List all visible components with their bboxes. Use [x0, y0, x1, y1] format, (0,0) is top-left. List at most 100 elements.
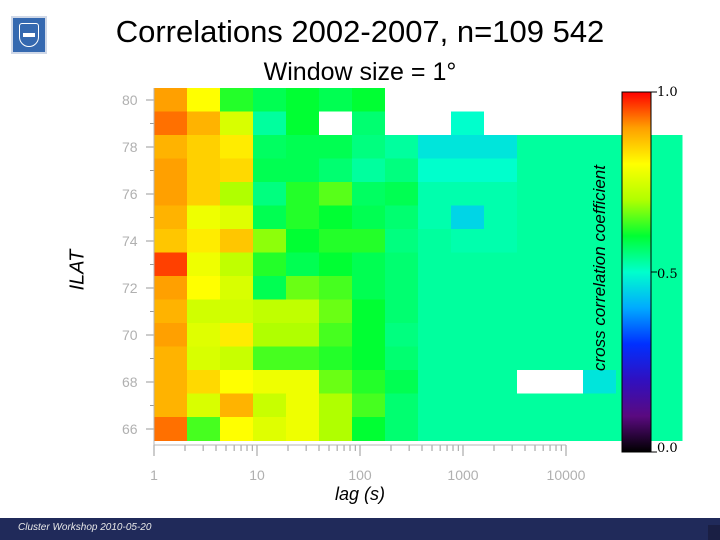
heatmap-cell [484, 229, 518, 253]
heatmap-cell [352, 299, 386, 324]
heatmap-cell [385, 370, 419, 394]
heatmap-cell [418, 346, 452, 371]
heatmap-cell [187, 229, 221, 253]
x-axis-label: lag (s) [334, 484, 386, 504]
heatmap-cell [583, 393, 617, 418]
heatmap-cell [286, 323, 320, 347]
heatmap-cell [385, 111, 419, 136]
heatmap-cell [253, 135, 287, 159]
heatmap-cell [352, 370, 386, 394]
heatmap-cell [550, 370, 584, 394]
heatmap-cell [220, 229, 254, 253]
heatmap-cell [187, 417, 221, 441]
heatmap-cell [451, 323, 485, 347]
heatmap-cell [583, 323, 617, 347]
heatmap-cell [220, 417, 254, 441]
heatmap-cells [154, 88, 683, 441]
heatmap-cell [385, 182, 419, 206]
heatmap-cell [286, 182, 320, 206]
heatmap-cell [253, 346, 287, 371]
heatmap-cell [583, 299, 617, 324]
heatmap-cell [649, 370, 683, 394]
heatmap-cell [187, 276, 221, 300]
heatmap-cell [484, 393, 518, 418]
heatmap-cell [418, 135, 452, 159]
heatmap-cell [352, 111, 386, 136]
heatmap-cell [253, 393, 287, 418]
heatmap-cell [583, 417, 617, 441]
colorbar-tick-label: 0.5 [657, 267, 678, 282]
heatmap-cell [550, 417, 584, 441]
heatmap-cell [319, 299, 353, 324]
heatmap-cell [187, 346, 221, 371]
footer-bar: Cluster Workshop 2010-05-20 [0, 518, 720, 540]
heatmap-cell [154, 135, 188, 159]
heatmap-cell [649, 135, 683, 159]
heatmap-cell [517, 276, 551, 300]
heatmap-cell [550, 252, 584, 277]
y-axis-label: ILAT [66, 249, 89, 291]
heatmap-cell [220, 135, 254, 159]
heatmap-cell [385, 346, 419, 371]
heatmap-cell [253, 182, 287, 206]
heatmap-cell [451, 299, 485, 324]
heatmap-cell [649, 393, 683, 418]
heatmap-cell [418, 229, 452, 253]
heatmap-cell [385, 205, 419, 230]
heatmap-cell [253, 276, 287, 300]
chart-axes: 66 68 70 72 74 76 78 80 1 10 100 1000 10000 [122, 88, 586, 483]
heatmap-cell [550, 323, 584, 347]
heatmap-cell [451, 370, 485, 394]
heatmap-cell [385, 393, 419, 418]
heatmap-cell [253, 417, 287, 441]
heatmap-cell [319, 393, 353, 418]
heatmap-cell [253, 158, 287, 183]
heatmap-cell [649, 205, 683, 230]
heatmap-cell [517, 205, 551, 230]
heatmap-cell [220, 276, 254, 300]
heatmap-cell [286, 111, 320, 136]
heatmap-cell [649, 158, 683, 183]
heatmap-cell [550, 393, 584, 418]
heatmap-cell [583, 205, 617, 230]
y-tick-label: 72 [122, 280, 138, 296]
heatmap-cell [253, 370, 287, 394]
colorbar-ticks: 1.0 0.5 0.0 [651, 85, 678, 456]
heatmap-cell [649, 229, 683, 253]
heatmap-cell [583, 346, 617, 371]
heatmap-cell [286, 393, 320, 418]
heatmap-cell [517, 158, 551, 183]
heatmap-cell [352, 158, 386, 183]
heatmap-cell [319, 370, 353, 394]
heatmap-cell [649, 111, 683, 136]
heatmap-cell [550, 205, 584, 230]
heatmap-cell [220, 323, 254, 347]
heatmap-cell [583, 229, 617, 253]
heatmap-cell [517, 370, 551, 394]
heatmap-cell [385, 417, 419, 441]
heatmap-cell [319, 111, 353, 136]
y-tick-label: 74 [122, 233, 138, 249]
footer-text: Cluster Workshop 2010-05-20 [18, 522, 152, 533]
heatmap-cell [154, 88, 188, 112]
heatmap-cell [583, 276, 617, 300]
y-tick-label: 68 [122, 374, 138, 390]
heatmap-cell [484, 417, 518, 441]
heatmap-cell [550, 299, 584, 324]
heatmap-cell [286, 135, 320, 159]
footer-corner [708, 525, 720, 540]
heatmap-cell [319, 205, 353, 230]
heatmap-cell [319, 417, 353, 441]
heatmap-cell [550, 158, 584, 183]
heatmap-cell [220, 182, 254, 206]
colorbar [621, 91, 652, 453]
heatmap-cell [583, 182, 617, 206]
heatmap-cell [352, 135, 386, 159]
heatmap-cell [154, 205, 188, 230]
heatmap-cell [154, 393, 188, 418]
heatmap-cell [583, 135, 617, 159]
heatmap-cell [550, 182, 584, 206]
heatmap-cell [154, 252, 188, 277]
heatmap-cell [484, 252, 518, 277]
heatmap-cell [418, 299, 452, 324]
